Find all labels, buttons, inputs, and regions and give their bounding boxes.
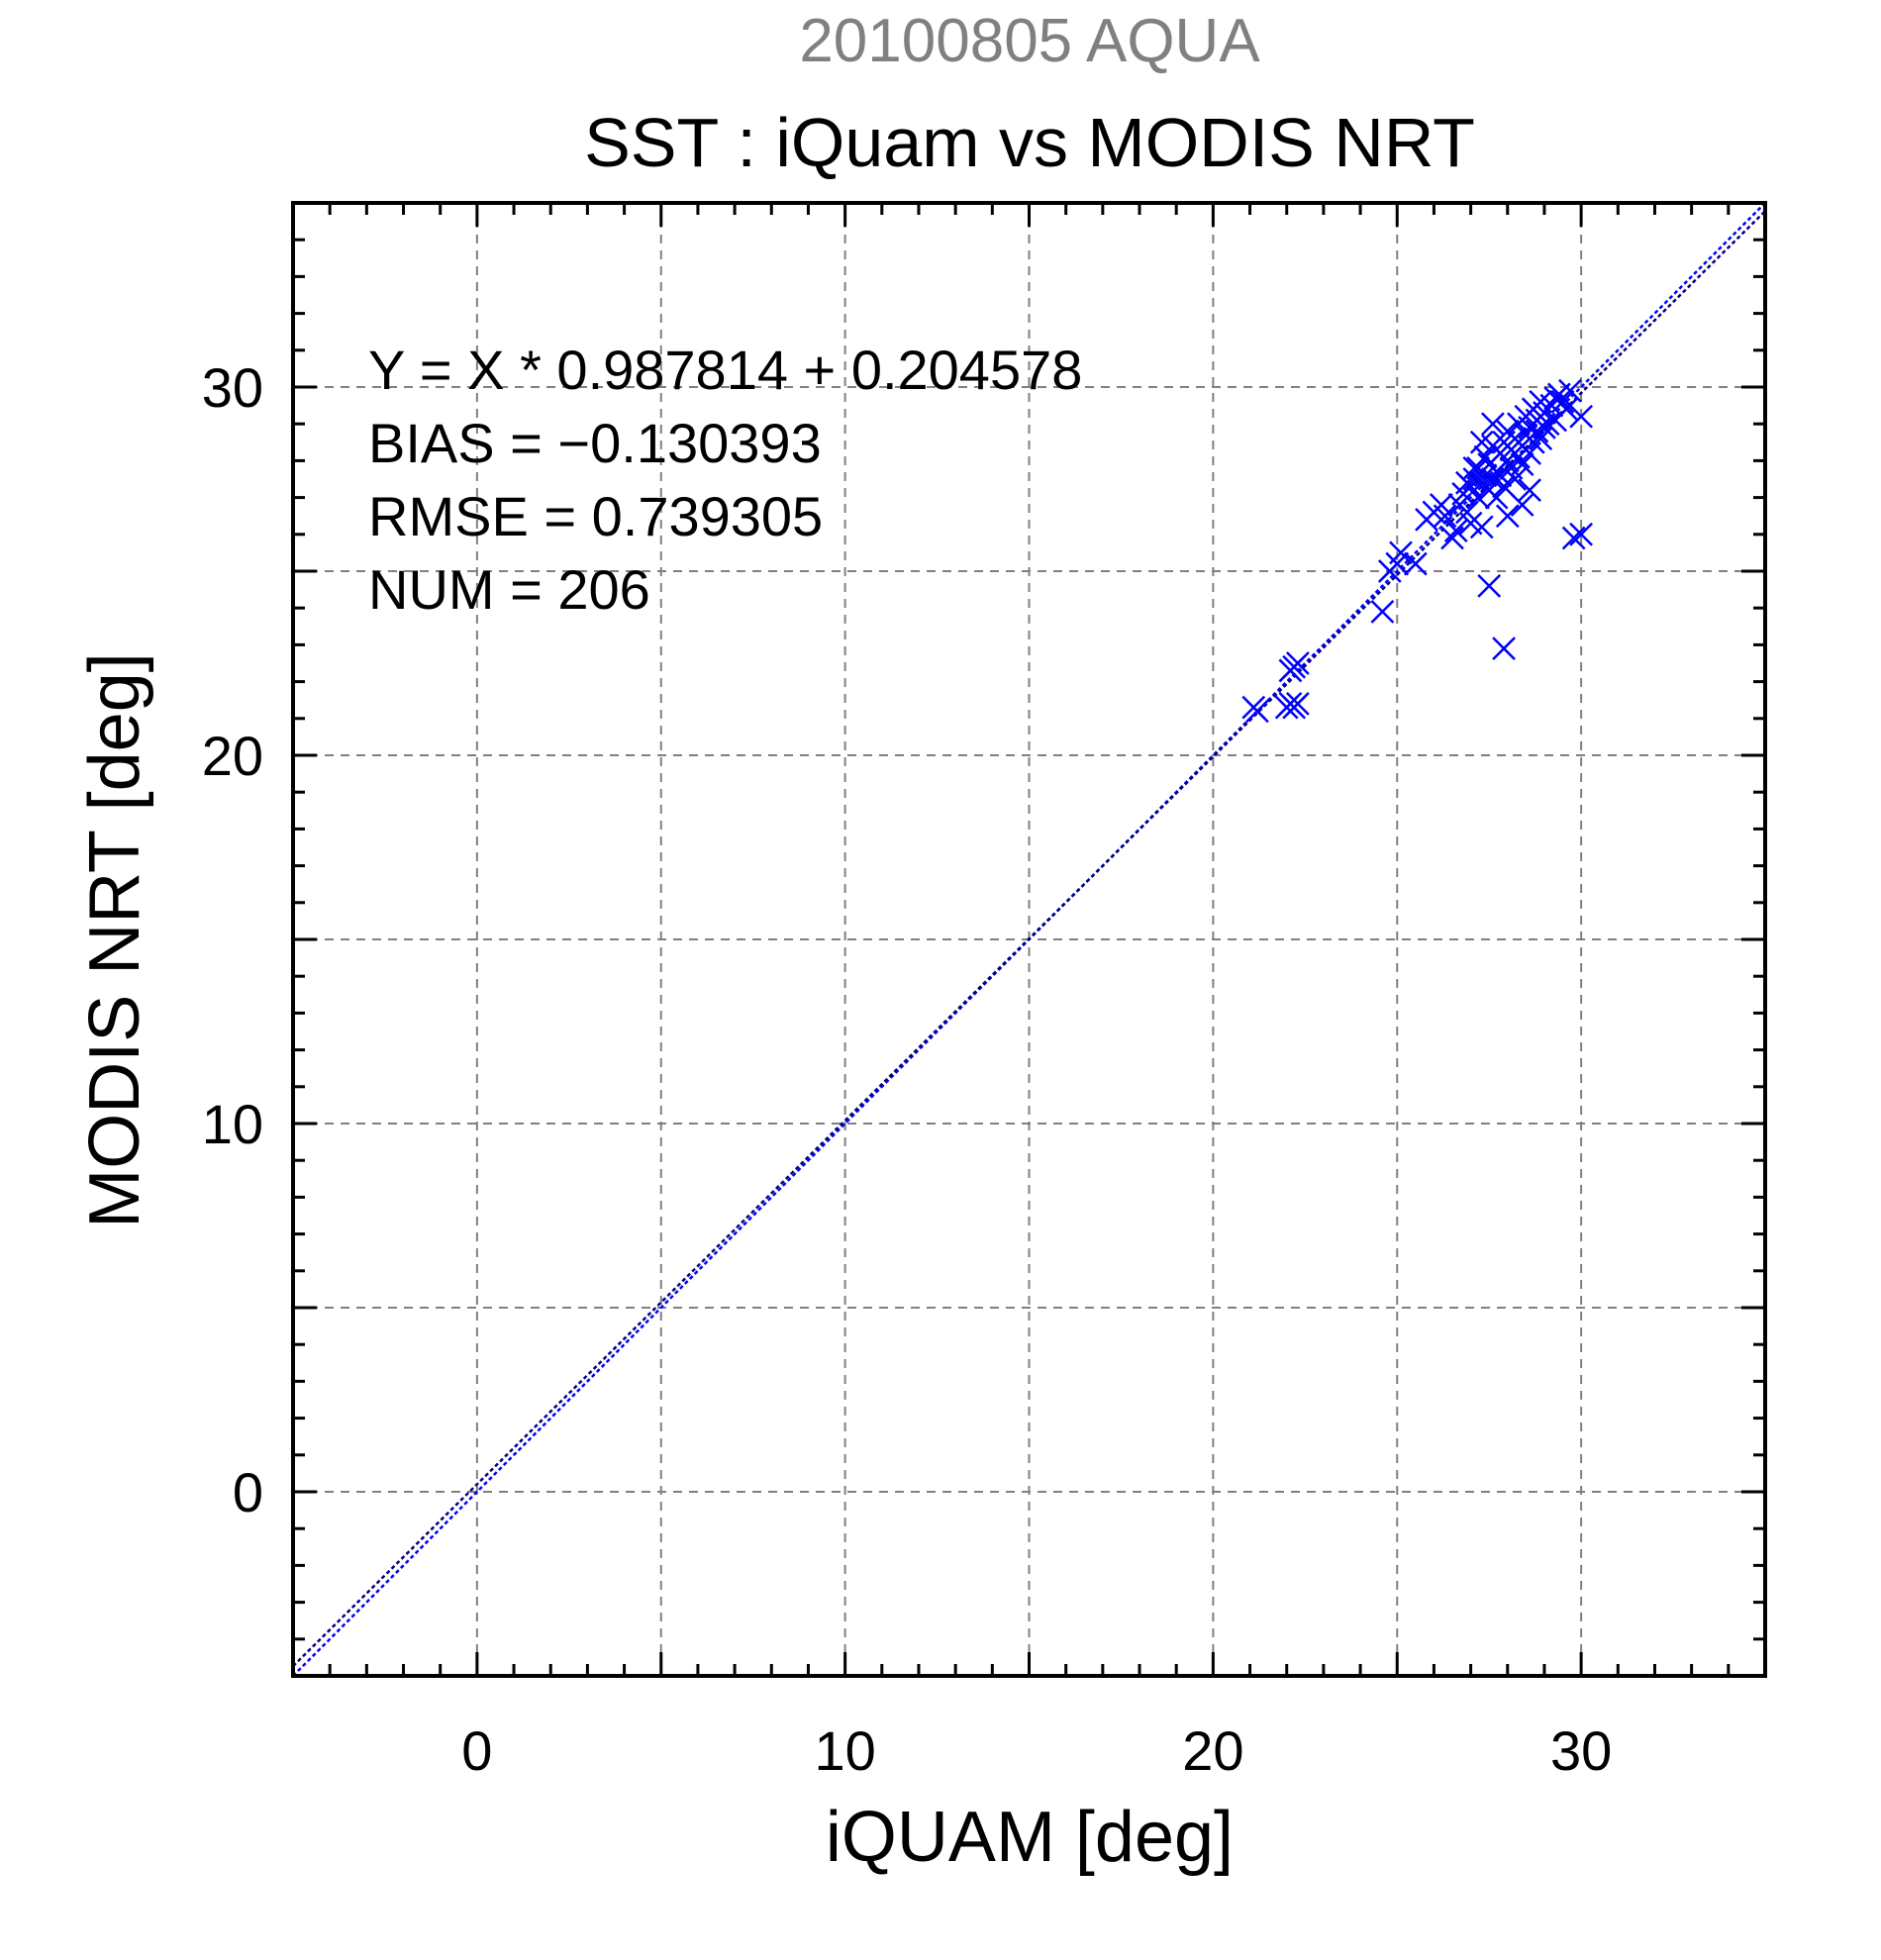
data-point <box>1481 467 1505 491</box>
grid-lines <box>293 203 1765 1676</box>
plot-frame <box>291 201 1767 1678</box>
data-point <box>1518 478 1541 503</box>
data-point <box>1550 389 1575 414</box>
y-tick-label: 20 <box>202 725 263 787</box>
data-point-stroke <box>1370 600 1395 624</box>
data-point <box>1535 412 1560 437</box>
data-point-stroke <box>1389 540 1413 565</box>
data-point <box>1370 600 1395 624</box>
data-point-stroke <box>1503 467 1528 491</box>
data-point <box>1466 485 1490 510</box>
data-point-stroke <box>1285 692 1310 716</box>
data-point <box>1245 699 1269 724</box>
data-point-stroke <box>1492 637 1516 661</box>
data-point-stroke <box>1285 651 1310 675</box>
data-point <box>1458 511 1483 536</box>
data-point-stroke <box>1561 526 1586 550</box>
x-tick-label: 0 <box>461 1719 492 1782</box>
data-point <box>1469 430 1494 454</box>
data-point <box>1454 470 1479 495</box>
data-points <box>1241 378 1594 724</box>
data-point-stroke <box>1429 493 1453 517</box>
x-tick-label: 30 <box>1550 1719 1612 1782</box>
fit-line <box>292 210 1766 1668</box>
data-point-stroke <box>1550 389 1575 414</box>
data-point-stroke <box>1440 526 1464 550</box>
stats-annotation: Y = X * 0.987814 + 0.204578 BIAS = −0.13… <box>368 339 1082 621</box>
data-point-stroke <box>1554 397 1579 422</box>
y-tick-label: 0 <box>233 1461 263 1523</box>
data-point <box>1569 522 1594 546</box>
data-point-stroke <box>1469 430 1494 454</box>
data-point-stroke <box>1433 504 1457 529</box>
data-point <box>1495 504 1520 529</box>
data-point-stroke <box>1443 519 1468 542</box>
stat-num: NUM = 206 <box>368 558 650 621</box>
data-point-stroke <box>1529 389 1553 414</box>
data-point <box>1492 474 1516 499</box>
data-point <box>1561 526 1586 550</box>
data-point-stroke <box>1569 404 1594 429</box>
y-tick-label: 30 <box>202 356 263 419</box>
data-point-stroke <box>1569 522 1594 546</box>
data-point <box>1477 573 1502 598</box>
data-point-stroke <box>1558 378 1582 403</box>
data-point <box>1285 692 1310 716</box>
data-point <box>1433 504 1457 529</box>
data-point <box>1440 526 1464 550</box>
data-point <box>1484 485 1509 510</box>
data-point-stroke <box>1484 485 1509 510</box>
data-point <box>1492 637 1516 661</box>
data-point-stroke <box>1488 463 1513 488</box>
tick-labels: 0 10 20 30 0 10 20 30 <box>202 356 1613 1782</box>
data-point-stroke <box>1454 500 1479 525</box>
data-point <box>1443 519 1468 542</box>
data-point <box>1529 389 1553 414</box>
data-point-stroke <box>1454 470 1479 495</box>
x-axis-label: iQUAM [deg] <box>826 1798 1234 1877</box>
data-point <box>1510 493 1534 517</box>
data-point <box>1569 404 1594 429</box>
data-point-stroke <box>1510 493 1534 517</box>
data-point-stroke <box>1481 467 1505 491</box>
data-point-stroke <box>1518 478 1541 503</box>
chart-title: SST : iQuam vs MODIS NRT <box>584 104 1475 181</box>
data-point-stroke <box>1469 515 1494 539</box>
data-point-stroke <box>1245 699 1269 724</box>
x-tick-label: 20 <box>1182 1719 1243 1782</box>
data-point-stroke <box>1466 485 1490 510</box>
y-tick-label: 10 <box>202 1093 263 1155</box>
data-point-stroke <box>1403 551 1428 576</box>
chart-supertitle: 20100805 AQUA <box>799 7 1260 75</box>
data-point <box>1462 455 1487 480</box>
data-point <box>1403 551 1428 576</box>
data-point <box>1503 467 1528 491</box>
data-point <box>1525 419 1549 443</box>
data-point-stroke <box>1458 511 1483 536</box>
data-point-stroke <box>1481 412 1505 437</box>
x-tick-label: 10 <box>814 1719 875 1782</box>
data-point <box>1554 397 1579 422</box>
data-point-stroke <box>1535 412 1560 437</box>
data-point <box>1558 378 1582 403</box>
stat-bias: BIAS = −0.130393 <box>368 412 822 474</box>
data-point-stroke <box>1525 419 1549 443</box>
stat-fit-equation: Y = X * 0.987814 + 0.204578 <box>368 339 1082 401</box>
y-axis-label: MODIS NRT [deg] <box>75 652 154 1228</box>
data-point <box>1389 540 1413 565</box>
data-point <box>1481 412 1505 437</box>
data-point-stroke <box>1492 474 1516 499</box>
data-point <box>1510 452 1534 477</box>
data-point <box>1285 651 1310 675</box>
stat-rmse: RMSE = 0.739305 <box>368 485 823 547</box>
data-point-stroke <box>1510 452 1534 477</box>
data-point-stroke <box>1477 573 1502 598</box>
data-point-stroke <box>1495 504 1520 529</box>
data-point-stroke <box>1462 455 1487 480</box>
